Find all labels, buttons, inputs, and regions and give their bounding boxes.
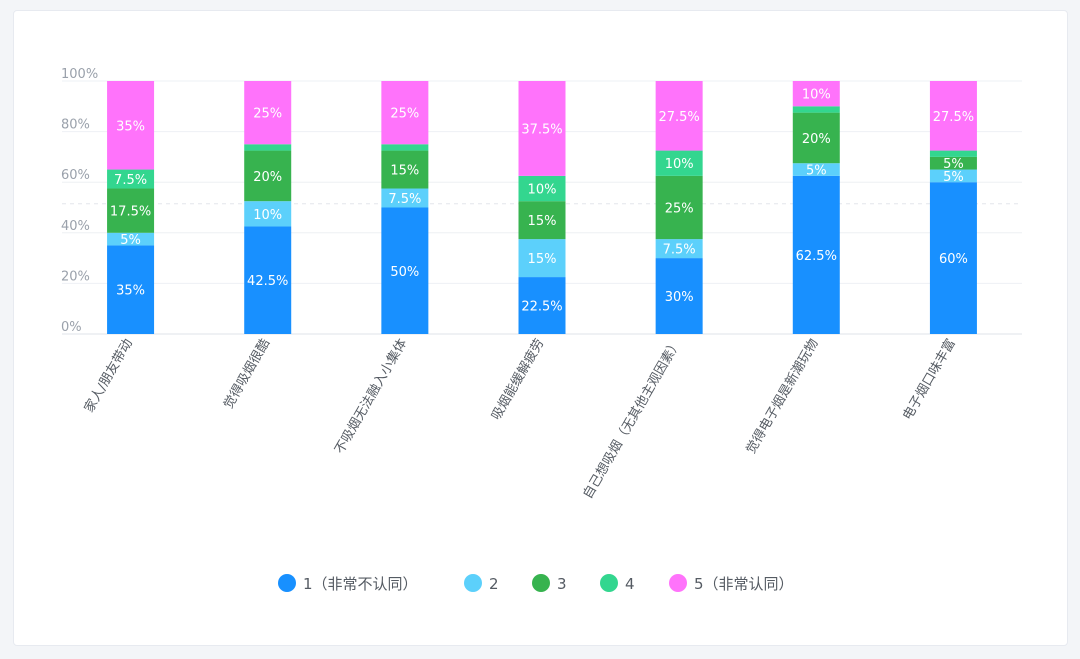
bar-segment[interactable] [381, 188, 429, 208]
x-tick-label: 自己想吸烟（无其他主观因素） [580, 336, 685, 502]
x-tick-label: 家人/朋友带动 [81, 336, 136, 415]
bar-segment[interactable] [929, 150, 977, 157]
data-label: 10% [665, 157, 694, 172]
legend-label[interactable]: 1（非常不认同） [303, 575, 418, 593]
data-label: 42.5% [247, 274, 288, 289]
bar-segment[interactable] [929, 169, 977, 183]
bar-segment[interactable] [655, 81, 703, 151]
data-label: 7.5% [388, 192, 421, 207]
x-axis: 家人/朋友带动 觉得吸烟很酷 不吸烟无法融入小集体 吸烟能缓解疲劳 自己想吸烟（无其他主… [81, 336, 959, 502]
bars: 35% 5% 17.5% 7.5% 35% 42.5% 10% 20% 25% 50% 7.5% 15… [107, 81, 977, 334]
bar-segment[interactable] [244, 150, 292, 202]
bar-segment[interactable] [381, 144, 429, 151]
data-label: 27.5% [933, 110, 974, 125]
data-label: 15% [528, 252, 557, 267]
legend-marker[interactable] [600, 574, 618, 592]
x-tick-label: 电子烟口味丰富 [900, 336, 959, 423]
bar-segment[interactable] [244, 81, 292, 145]
data-label: 5% [943, 157, 964, 172]
y-tick-label: 60% [61, 168, 90, 183]
data-label: 25% [390, 107, 419, 122]
data-label: 30% [665, 290, 694, 305]
data-label: 7.5% [114, 173, 147, 188]
bar-segment[interactable] [244, 226, 292, 334]
bar-segment[interactable] [518, 239, 566, 278]
data-label: 10% [528, 183, 557, 198]
data-label: 20% [802, 132, 831, 147]
data-label: 10% [802, 88, 831, 103]
legend-label[interactable]: 5（非常认同） [694, 575, 794, 593]
legend-label[interactable]: 3 [557, 575, 567, 593]
x-tick-label: 觉得吸烟很酷 [220, 336, 273, 412]
bar-segment[interactable] [518, 277, 566, 334]
bar-segment[interactable] [107, 81, 155, 170]
data-label: 15% [390, 164, 419, 179]
data-label: 25% [253, 107, 282, 122]
bar-segment[interactable] [792, 106, 840, 113]
bar-segment[interactable] [655, 175, 703, 240]
x-tick-label: 觉得电子烟是新潮玩物 [743, 336, 822, 457]
bar-segment[interactable] [792, 163, 840, 176]
bar-segment[interactable] [381, 150, 429, 189]
data-label: 15% [528, 214, 557, 229]
data-label: 27.5% [658, 110, 699, 125]
data-label: 7.5% [663, 243, 696, 258]
data-label: 60% [939, 252, 968, 267]
data-label: 17.5% [110, 205, 151, 220]
y-tick-label: 20% [61, 269, 90, 284]
data-label: 62.5% [796, 249, 837, 264]
y-axis: 0% 20% 40% 60% 80% 100% [61, 67, 98, 335]
y-tick-label: 0% [61, 320, 82, 335]
data-label: 5% [806, 164, 827, 179]
bar-segment[interactable] [792, 112, 840, 164]
data-label: 25% [665, 202, 694, 217]
legend-marker[interactable] [464, 574, 482, 592]
data-label: 5% [120, 233, 141, 248]
bar-segment[interactable] [792, 81, 840, 107]
data-label: 35% [116, 119, 145, 134]
x-tick-label: 吸烟能缓解疲劳 [488, 336, 547, 423]
bar-segment[interactable] [929, 81, 977, 151]
legend-marker[interactable] [532, 574, 550, 592]
data-label: 22.5% [521, 300, 562, 315]
bar-segment[interactable] [107, 169, 155, 189]
legend-marker[interactable] [278, 574, 296, 592]
bar-segment[interactable] [655, 150, 703, 176]
legend-label[interactable]: 4 [625, 575, 635, 593]
bar-segment[interactable] [518, 81, 566, 176]
bar-segment[interactable] [381, 207, 429, 335]
bar-segment[interactable] [929, 182, 977, 334]
data-label: 20% [253, 170, 282, 185]
bar-segment[interactable] [107, 188, 155, 233]
data-label: 50% [390, 265, 419, 280]
legend-label[interactable]: 2 [489, 575, 499, 593]
data-label: 35% [116, 284, 145, 299]
legend-marker[interactable] [669, 574, 687, 592]
bar-segment[interactable] [518, 175, 566, 202]
data-label: 37.5% [521, 122, 562, 137]
legend: 1（非常不认同） 2 3 4 5（非常认同） [278, 574, 794, 593]
x-tick-label: 不吸烟无法融入小集体 [331, 336, 410, 457]
bar-segment[interactable] [381, 81, 429, 145]
data-label: 5% [943, 170, 964, 185]
y-tick-label: 100% [61, 67, 98, 82]
bar-segment[interactable] [107, 232, 155, 246]
data-label: 10% [253, 208, 282, 223]
bar-segment[interactable] [655, 239, 703, 259]
y-tick-label: 40% [61, 219, 90, 234]
bar-segment[interactable] [107, 245, 155, 334]
bar-segment[interactable] [792, 175, 840, 334]
bar-segment[interactable] [244, 144, 292, 151]
bar-segment[interactable] [244, 201, 292, 227]
y-tick-label: 80% [61, 118, 90, 133]
bar-segment[interactable] [655, 258, 703, 334]
bar-segment[interactable] [929, 156, 977, 170]
bar-segment[interactable] [518, 201, 566, 240]
